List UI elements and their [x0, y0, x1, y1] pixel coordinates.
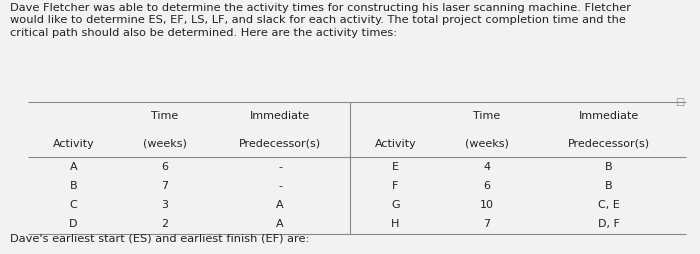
- Text: D, F: D, F: [598, 219, 620, 229]
- Text: 6: 6: [483, 181, 490, 191]
- Text: Activity: Activity: [374, 138, 416, 149]
- Text: -: -: [278, 181, 282, 191]
- Text: Dave Fletcher was able to determine the activity times for constructing his lase: Dave Fletcher was able to determine the …: [10, 3, 631, 38]
- Text: F: F: [392, 181, 399, 191]
- Text: -: -: [278, 162, 282, 172]
- Text: (weeks): (weeks): [143, 138, 186, 149]
- Text: 10: 10: [480, 200, 494, 210]
- Text: Time: Time: [473, 110, 500, 121]
- Text: Immediate: Immediate: [250, 110, 310, 121]
- Text: B: B: [606, 162, 612, 172]
- Text: 7: 7: [483, 219, 490, 229]
- Text: 7: 7: [161, 181, 168, 191]
- Text: Time: Time: [151, 110, 178, 121]
- Text: A: A: [70, 162, 77, 172]
- Text: Immediate: Immediate: [579, 110, 639, 121]
- Text: G: G: [391, 200, 400, 210]
- Text: 2: 2: [161, 219, 168, 229]
- Text: Dave's earliest start (ES) and earliest finish (EF) are:: Dave's earliest start (ES) and earliest …: [10, 234, 310, 244]
- Text: Predecessor(s): Predecessor(s): [239, 138, 321, 149]
- Text: B: B: [606, 181, 612, 191]
- Text: (weeks): (weeks): [465, 138, 508, 149]
- Text: E: E: [392, 162, 399, 172]
- Text: B: B: [70, 181, 77, 191]
- Text: Activity: Activity: [52, 138, 94, 149]
- Text: H: H: [391, 219, 400, 229]
- Text: 6: 6: [161, 162, 168, 172]
- Text: □: □: [676, 97, 685, 106]
- Text: A: A: [276, 200, 284, 210]
- Text: 4: 4: [483, 162, 490, 172]
- Text: 3: 3: [161, 200, 168, 210]
- Text: A: A: [276, 219, 284, 229]
- Text: C, E: C, E: [598, 200, 620, 210]
- Text: Predecessor(s): Predecessor(s): [568, 138, 650, 149]
- Text: C: C: [69, 200, 78, 210]
- Text: D: D: [69, 219, 78, 229]
